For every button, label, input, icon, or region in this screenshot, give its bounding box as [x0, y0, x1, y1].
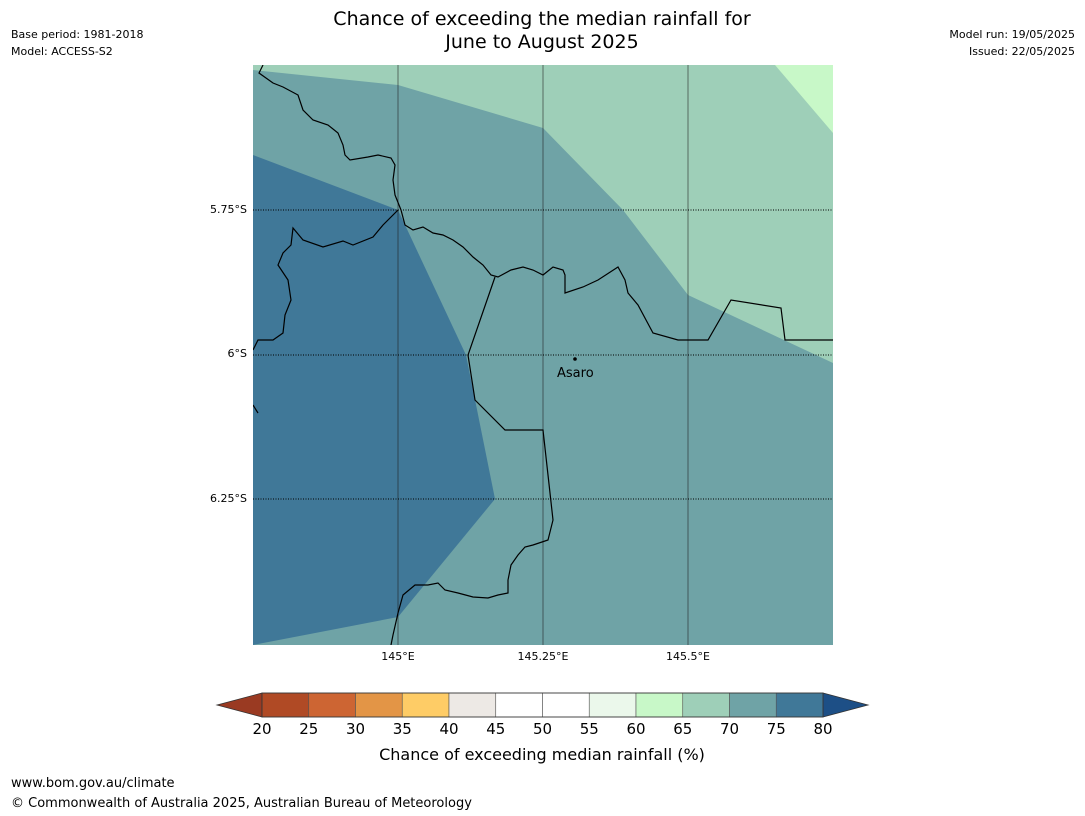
- colorbar-segments: [261, 692, 824, 718]
- colorbar-segment: [495, 692, 543, 718]
- colorbar-tick-label: 40: [439, 720, 459, 738]
- colorbar-tick-label: 35: [392, 720, 412, 738]
- model-text: Model: ACCESS-S2: [11, 45, 113, 58]
- colorbar-tick-label: 30: [345, 720, 366, 738]
- colorbar-segment: [635, 692, 684, 718]
- asaro-marker: [573, 357, 577, 361]
- province-boundaries: [253, 65, 833, 645]
- latitude-lines: [253, 209, 833, 500]
- map-svg: [253, 65, 833, 645]
- lat-label-6-25s: 6.25°S: [210, 492, 247, 505]
- zone-60-65: [775, 65, 833, 133]
- map-title: Chance of exceeding the median rainfall …: [242, 8, 842, 54]
- colorbar-tick-label: 50: [532, 720, 553, 738]
- model-run-text: Model run: 19/05/2025: [949, 28, 1075, 41]
- colorbar-tick-label: 45: [486, 720, 506, 738]
- colorbar-segment: [588, 692, 637, 718]
- metadata-right: Model run: 19/05/2025 Issued: 22/05/2025: [949, 26, 1075, 60]
- metadata-left: Base period: 1981-2018 Model: ACCESS-S2: [11, 26, 143, 60]
- issued-text: Issued: 22/05/2025: [968, 45, 1075, 58]
- lat-label-5-75s: 5.75°S: [210, 203, 247, 216]
- colorbar-segment: [448, 692, 497, 718]
- colorbar-segment: [729, 692, 777, 718]
- footer-copyright: © Commonwealth of Australia 2025, Austra…: [11, 796, 472, 811]
- lon-label-145e: 145°E: [381, 650, 415, 663]
- colorbar-label: Chance of exceeding median rainfall (%): [379, 745, 705, 764]
- lon-label-145-25e: 145.25°E: [517, 650, 569, 663]
- colorbar-svg: [215, 692, 870, 718]
- colorbar-tick-label: 20: [252, 720, 272, 738]
- map-area[interactable]: [253, 65, 833, 645]
- colorbar-tick-label: 75: [766, 720, 786, 738]
- colorbar-segment: [401, 692, 450, 718]
- colorbar-segment: [308, 692, 356, 718]
- colorbar: [215, 692, 875, 726]
- colorbar-tick-label: 65: [673, 720, 693, 738]
- colorbar-tick-label: 25: [299, 720, 319, 738]
- lat-label-6s: 6°S: [227, 347, 247, 360]
- colorbar-tick-label: 55: [579, 720, 599, 738]
- place-label-asaro: Asaro: [557, 366, 594, 381]
- colorbar-under-arrow: [215, 692, 263, 718]
- zone-75-80: [253, 155, 495, 645]
- base-period-text: Base period: 1981-2018: [11, 28, 144, 41]
- colorbar-segment: [542, 692, 590, 718]
- map-title-line2: June to August 2025: [445, 31, 639, 53]
- map-title-line1: Chance of exceeding the median rainfall …: [333, 8, 751, 30]
- colorbar-segment: [682, 692, 730, 718]
- colorbar-tick-label: 70: [719, 720, 740, 738]
- footer-url[interactable]: www.bom.gov.au/climate: [11, 776, 175, 791]
- colorbar-segment: [355, 692, 403, 718]
- lon-label-145-5e: 145.5°E: [666, 650, 710, 663]
- colorbar-tick-label: 60: [626, 720, 646, 738]
- colorbar-tick-label: 80: [813, 720, 833, 738]
- colorbar-segment: [775, 692, 824, 718]
- colorbar-over-arrow: [822, 692, 870, 718]
- colorbar-segment: [261, 692, 310, 718]
